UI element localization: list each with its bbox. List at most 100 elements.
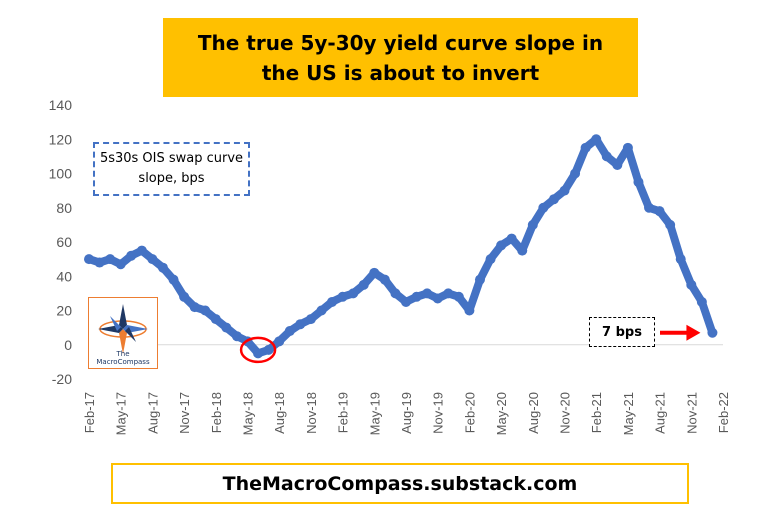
data-point — [485, 254, 496, 265]
x-tick-label: Feb-22 — [716, 392, 731, 433]
data-point — [136, 245, 147, 256]
x-tick-label: Aug-17 — [145, 392, 160, 434]
data-point — [263, 344, 274, 355]
data-point — [115, 259, 126, 270]
data-point — [707, 327, 718, 338]
y-tick-label: 20 — [56, 303, 72, 319]
data-point — [612, 159, 623, 170]
x-tick-label: Aug-19 — [399, 392, 414, 434]
data-point — [601, 151, 612, 162]
callout-arrow-head — [686, 324, 701, 341]
data-point — [422, 288, 433, 299]
data-point — [548, 194, 559, 205]
y-tick-label: 140 — [49, 97, 73, 113]
data-point — [538, 202, 549, 213]
data-point — [94, 257, 105, 268]
data-point — [295, 319, 306, 330]
data-point — [200, 305, 211, 316]
data-point — [696, 296, 707, 307]
y-tick-label: 0 — [64, 337, 72, 353]
data-point — [496, 240, 507, 251]
data-point — [453, 291, 464, 302]
data-point — [390, 288, 401, 299]
data-point — [316, 305, 327, 316]
data-point — [644, 202, 655, 213]
data-point — [432, 293, 443, 304]
data-point — [126, 250, 137, 261]
data-point — [464, 305, 475, 316]
data-point — [622, 142, 633, 153]
data-point — [686, 279, 697, 290]
chart-title-banner: The true 5y-30y yield curve slope in the… — [163, 18, 638, 97]
y-tick-label: 100 — [49, 166, 73, 182]
data-point — [274, 336, 285, 347]
data-point — [665, 219, 676, 230]
y-tick-label: -20 — [52, 371, 72, 387]
data-point — [358, 279, 369, 290]
footer-banner: TheMacroCompass.substack.com — [111, 463, 689, 504]
data-point — [305, 314, 316, 325]
data-point — [570, 168, 581, 179]
data-point — [327, 296, 338, 307]
y-tick-label: 60 — [56, 234, 72, 250]
data-point — [189, 302, 200, 313]
data-point — [443, 288, 454, 299]
x-tick-label: Feb-20 — [462, 392, 477, 433]
data-point — [253, 348, 264, 359]
data-point — [348, 288, 359, 299]
y-tick-label: 80 — [56, 200, 72, 216]
x-tick-label: Nov-19 — [431, 392, 446, 434]
data-point — [401, 296, 411, 307]
x-tick-label: Nov-20 — [558, 392, 573, 434]
x-tick-label: May-19 — [367, 392, 382, 435]
logo: The MacroCompass — [88, 297, 158, 369]
compass-logo-icon — [98, 304, 148, 354]
footer-text: TheMacroCompass.substack.com — [222, 472, 578, 495]
data-point — [369, 267, 380, 278]
x-tick-label: Aug-18 — [272, 392, 287, 434]
series-legend: 5s30s OIS swap curve slope, bps — [93, 142, 250, 196]
data-point — [379, 274, 390, 285]
x-tick-label: May-18 — [241, 392, 256, 435]
x-tick-label: Aug-20 — [526, 392, 541, 434]
data-point — [179, 291, 190, 302]
x-tick-label: Feb-17 — [82, 392, 97, 433]
data-point — [84, 254, 94, 265]
data-point — [210, 314, 221, 325]
data-point — [411, 291, 422, 302]
trough-highlight-circle — [239, 336, 277, 364]
x-tick-label: Feb-19 — [336, 392, 351, 433]
x-tick-label: Nov-21 — [684, 392, 699, 434]
callout-label: 7 bps — [589, 317, 655, 347]
data-point — [654, 206, 665, 217]
x-tick-label: Nov-18 — [304, 392, 319, 434]
data-point — [675, 254, 686, 265]
data-point — [591, 134, 602, 145]
y-tick-label: 120 — [49, 131, 73, 147]
x-tick-label: May-17 — [114, 392, 129, 435]
data-point — [517, 245, 528, 256]
x-tick-label: May-20 — [494, 392, 509, 435]
data-point — [337, 291, 348, 302]
data-point — [105, 254, 116, 265]
data-point — [168, 274, 179, 285]
logo-text: The MacroCompass — [96, 350, 150, 366]
data-point — [527, 219, 538, 230]
data-point — [157, 262, 168, 273]
x-tick-label: Feb-18 — [209, 392, 224, 433]
data-point — [506, 233, 517, 244]
data-point — [474, 274, 485, 285]
data-point — [580, 142, 591, 153]
x-tick-label: Aug-21 — [653, 392, 668, 434]
x-tick-label: Feb-21 — [589, 392, 604, 433]
x-tick-label: May-21 — [621, 392, 636, 435]
x-tick-label: Nov-17 — [177, 392, 192, 434]
data-point — [221, 322, 232, 333]
data-point — [633, 177, 644, 188]
data-point — [559, 185, 570, 196]
data-point — [231, 331, 242, 342]
chart-title: The true 5y-30y yield curve slope in the… — [197, 30, 604, 85]
data-point — [147, 254, 158, 265]
data-point — [284, 326, 295, 337]
